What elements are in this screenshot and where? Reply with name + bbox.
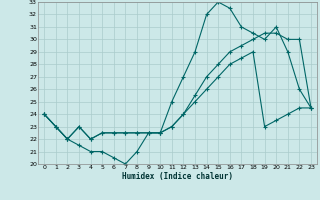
X-axis label: Humidex (Indice chaleur): Humidex (Indice chaleur) <box>122 172 233 181</box>
